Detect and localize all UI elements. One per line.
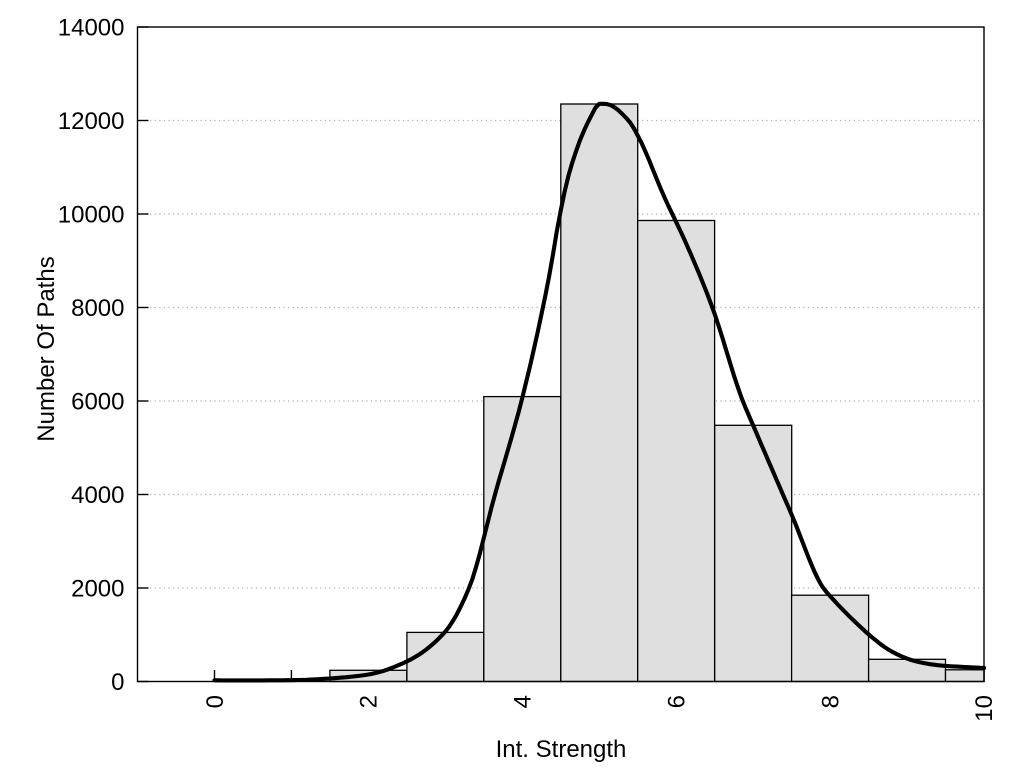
svg-text:2000: 2000	[71, 575, 124, 602]
svg-text:6: 6	[664, 695, 691, 708]
svg-text:6000: 6000	[71, 388, 124, 415]
svg-text:14000: 14000	[58, 14, 125, 41]
svg-text:0: 0	[111, 669, 124, 696]
svg-text:Int. Strength: Int. Strength	[496, 736, 627, 763]
svg-text:2: 2	[356, 695, 383, 708]
svg-text:0: 0	[202, 695, 229, 708]
svg-text:Number Of Paths: Number Of Paths	[33, 256, 60, 441]
svg-text:4000: 4000	[71, 482, 124, 509]
svg-text:10000: 10000	[58, 201, 125, 228]
svg-text:8: 8	[817, 695, 844, 708]
svg-text:10: 10	[971, 695, 998, 722]
svg-text:8000: 8000	[71, 295, 124, 322]
svg-text:4: 4	[510, 695, 537, 708]
svg-text:12000: 12000	[58, 108, 125, 135]
